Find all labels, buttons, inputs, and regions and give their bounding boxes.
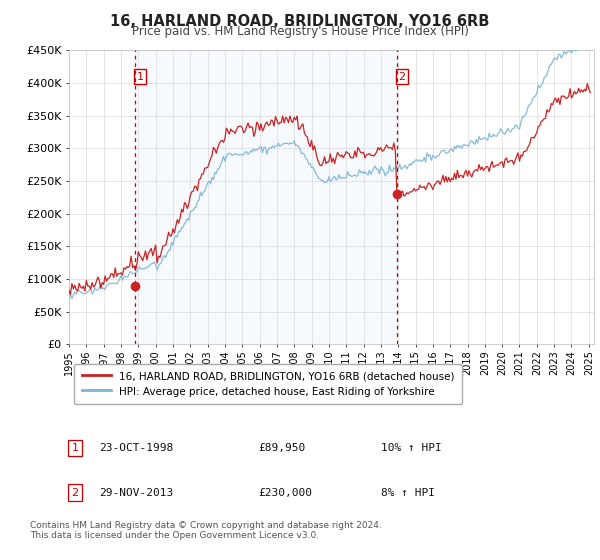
Text: 2: 2 (398, 72, 406, 82)
Text: 2: 2 (71, 488, 79, 498)
Text: £89,950: £89,950 (258, 443, 305, 453)
Text: 10% ↑ HPI: 10% ↑ HPI (381, 443, 442, 453)
Text: £230,000: £230,000 (258, 488, 312, 498)
Legend: 16, HARLAND ROAD, BRIDLINGTON, YO16 6RB (detached house), HPI: Average price, de: 16, HARLAND ROAD, BRIDLINGTON, YO16 6RB … (74, 363, 462, 404)
Text: 8% ↑ HPI: 8% ↑ HPI (381, 488, 435, 498)
Text: 1: 1 (71, 443, 79, 453)
Bar (135, 50, 397, 344)
Text: Price paid vs. HM Land Registry's House Price Index (HPI): Price paid vs. HM Land Registry's House … (131, 25, 469, 38)
Text: 1: 1 (137, 72, 144, 82)
Text: 29-NOV-2013: 29-NOV-2013 (99, 488, 173, 498)
Text: 16, HARLAND ROAD, BRIDLINGTON, YO16 6RB: 16, HARLAND ROAD, BRIDLINGTON, YO16 6RB (110, 14, 490, 29)
Text: Contains HM Land Registry data © Crown copyright and database right 2024.
This d: Contains HM Land Registry data © Crown c… (30, 521, 382, 540)
Text: 23-OCT-1998: 23-OCT-1998 (99, 443, 173, 453)
